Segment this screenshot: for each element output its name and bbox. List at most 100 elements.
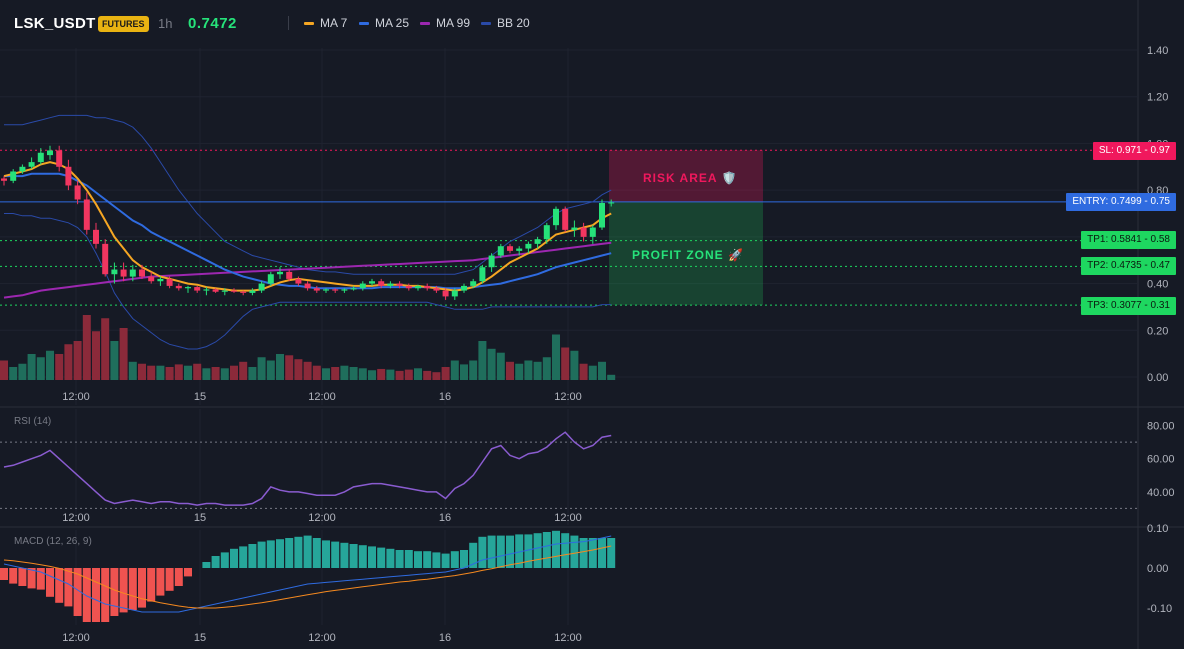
- entry-tag[interactable]: ENTRY: 0.7499 - 0.75: [1066, 193, 1176, 211]
- macd-histogram-bar: [312, 538, 321, 568]
- macd-histogram-bar: [506, 535, 514, 568]
- candle-body: [93, 229, 99, 244]
- macd-histogram-bar: [552, 530, 560, 568]
- macd-histogram-bar: [377, 547, 386, 568]
- volume-bar: [533, 361, 542, 380]
- macd-histogram-bar: [266, 540, 275, 568]
- macd-histogram-bar: [27, 568, 36, 589]
- macd-histogram-bar: [460, 550, 468, 568]
- macd-histogram-bar: [147, 568, 156, 602]
- volume-bar: [248, 367, 257, 380]
- volume-bar: [27, 354, 36, 380]
- candle-body: [562, 208, 569, 230]
- candle-body: [516, 248, 523, 251]
- timeframe-label[interactable]: 1h: [158, 16, 173, 31]
- candle-body: [433, 288, 440, 291]
- volume-bar: [331, 367, 340, 380]
- candle-body: [313, 288, 320, 291]
- candle-body: [139, 269, 145, 277]
- volume-bar: [579, 363, 588, 380]
- macd-histogram-bar: [423, 551, 432, 568]
- volume-bar: [211, 367, 220, 380]
- legend-ma99[interactable]: MA 99: [420, 16, 470, 30]
- candle-body: [203, 289, 210, 291]
- macd-histogram-bar: [165, 568, 174, 591]
- candle-body: [286, 271, 293, 279]
- volume-bar: [487, 348, 496, 380]
- signal-line: [3, 545, 612, 609]
- volume-bar: [460, 364, 468, 380]
- macd-histogram-bar: [542, 532, 551, 568]
- volume-bar: [239, 361, 248, 380]
- candle-body: [120, 269, 127, 277]
- rsi-tick-label: 60.00: [1147, 454, 1175, 466]
- candle-body: [461, 285, 467, 291]
- tp3-tag[interactable]: TP3: 0.3077 - 0.31: [1081, 297, 1176, 315]
- volume-bar: [165, 367, 174, 380]
- volume-bar: [294, 359, 303, 380]
- candle-body: [28, 162, 35, 167]
- candle-body: [304, 283, 311, 289]
- time-tick-label: 15: [194, 512, 206, 524]
- macd-histogram-bar: [184, 568, 192, 577]
- macd-histogram-bar: [368, 546, 376, 568]
- candle-body: [543, 225, 550, 240]
- macd-histogram-bar: [414, 551, 422, 568]
- candle-body: [129, 269, 136, 277]
- candle-body: [175, 285, 182, 289]
- time-tick-label: 12:00: [62, 632, 90, 644]
- legend-bb20[interactable]: BB 20: [481, 16, 530, 30]
- volume-bar: [174, 364, 183, 380]
- legend-ma7[interactable]: MA 7: [304, 16, 347, 30]
- time-tick-label: 16: [439, 512, 451, 524]
- macd-histogram-bar: [202, 562, 211, 568]
- macd-histogram-bar: [607, 538, 616, 568]
- volume-bar: [432, 372, 441, 380]
- volume-bar: [9, 367, 18, 380]
- ma99-line: [3, 241, 612, 299]
- price-tick-label: 0.00: [1147, 372, 1168, 384]
- rsi-label[interactable]: RSI (14): [14, 416, 52, 427]
- stop-loss-tag[interactable]: SL: 0.971 - 0.97: [1092, 142, 1176, 160]
- ma25-swatch-icon: [359, 21, 369, 25]
- macd-histogram-bar: [101, 568, 110, 622]
- macd-histogram-bar: [128, 568, 137, 610]
- macd-histogram-bar: [285, 538, 294, 568]
- volume-bar: [64, 344, 73, 380]
- macd-histogram-bar: [331, 541, 340, 568]
- macd-histogram-bar: [524, 534, 533, 568]
- macd-histogram-bar: [598, 538, 606, 568]
- candle-body: [102, 243, 109, 275]
- macd-histogram-bar: [0, 568, 8, 580]
- candle-body: [194, 287, 201, 291]
- last-price: 0.7472: [188, 15, 237, 32]
- volume-bar: [0, 360, 8, 380]
- macd-histogram-bar: [358, 545, 367, 568]
- macd-histogram-bar: [64, 568, 73, 607]
- volume-bar: [46, 350, 54, 380]
- chart-header: LSK_USDT FUTURES 1h 0.7472 MA 7 MA 25 MA…: [0, 0, 1138, 48]
- macd-histogram-bar: [18, 568, 27, 586]
- profit-zone-label: PROFIT ZONE 🚀: [632, 248, 744, 262]
- tp2-tag[interactable]: TP2: 0.4735 - 0.47: [1081, 257, 1176, 275]
- price-tick-label: 0.40: [1147, 279, 1168, 291]
- candle-body: [497, 246, 504, 256]
- macd-histogram-bar: [36, 568, 45, 590]
- macd-histogram-bar: [220, 552, 229, 568]
- legend-ma25[interactable]: MA 25: [359, 16, 409, 30]
- symbol-name[interactable]: LSK_USDT: [14, 15, 96, 32]
- time-tick-label: 12:00: [554, 512, 582, 524]
- risk-area-box: [609, 150, 763, 202]
- volume-bar: [386, 369, 395, 380]
- risk-area-label: RISK AREA 🛡️: [643, 171, 738, 185]
- volume-bar: [542, 357, 551, 380]
- macd-label[interactable]: MACD (12, 26, 9): [14, 536, 92, 547]
- macd-histogram-bar: [276, 539, 284, 568]
- time-tick-label: 15: [194, 391, 206, 403]
- macd-histogram-bar: [82, 568, 91, 622]
- tp1-tag[interactable]: TP1: 0.5841 - 0.58: [1081, 231, 1176, 249]
- candle-body: [74, 185, 81, 200]
- macd-histogram-bar: [450, 551, 459, 568]
- volume-bar: [156, 365, 165, 380]
